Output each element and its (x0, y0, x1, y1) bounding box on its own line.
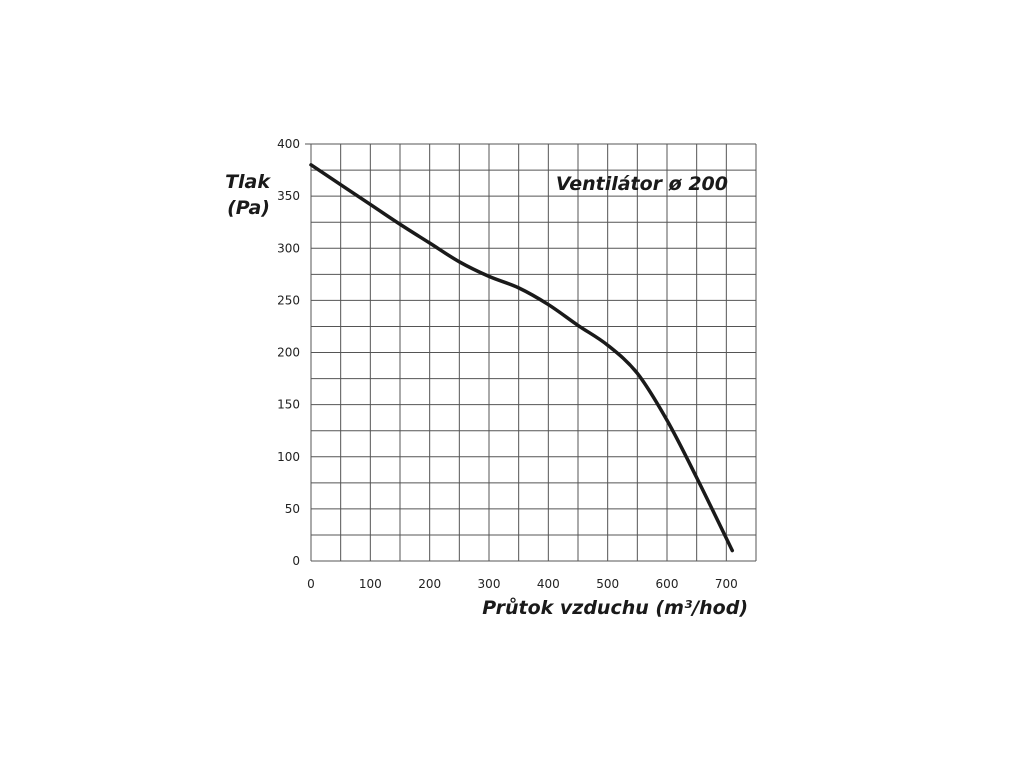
x-tick-label: 200 (418, 577, 441, 591)
chart-title: Ventilátor ø 200 (556, 173, 728, 195)
y-tick-label: 400 (277, 137, 300, 151)
y-tick-label: 300 (277, 241, 300, 255)
x-tick-label: 600 (656, 577, 679, 591)
x-tick-labels: 0 100 200 300 400 500 600 700 (307, 577, 738, 591)
y-axis-label-line1: Tlak (225, 171, 271, 193)
x-tick-label: 400 (537, 577, 560, 591)
x-tick-label: 700 (715, 577, 738, 591)
y-tick-label: 0 (292, 554, 300, 568)
x-axis-label: Průtok vzduchu (m³/hod) (482, 596, 748, 619)
series-line (309, 163, 735, 553)
grid (305, 143, 757, 562)
x-tick-label: 100 (359, 577, 382, 591)
y-tick-label: 150 (277, 398, 300, 412)
y-tick-label: 350 (277, 189, 300, 203)
y-tick-label: 100 (277, 450, 300, 464)
y-tick-label: 250 (277, 293, 300, 307)
x-tick-label: 0 (307, 577, 315, 591)
y-axis-label-line2: (Pa) (227, 197, 270, 219)
y-tick-label: 50 (285, 502, 300, 516)
y-tick-label: 200 (277, 346, 300, 360)
x-tick-label: 300 (478, 577, 501, 591)
y-tick-labels: 0 50 100 150 200 250 300 350 400 (277, 137, 300, 568)
x-tick-label: 500 (596, 577, 619, 591)
